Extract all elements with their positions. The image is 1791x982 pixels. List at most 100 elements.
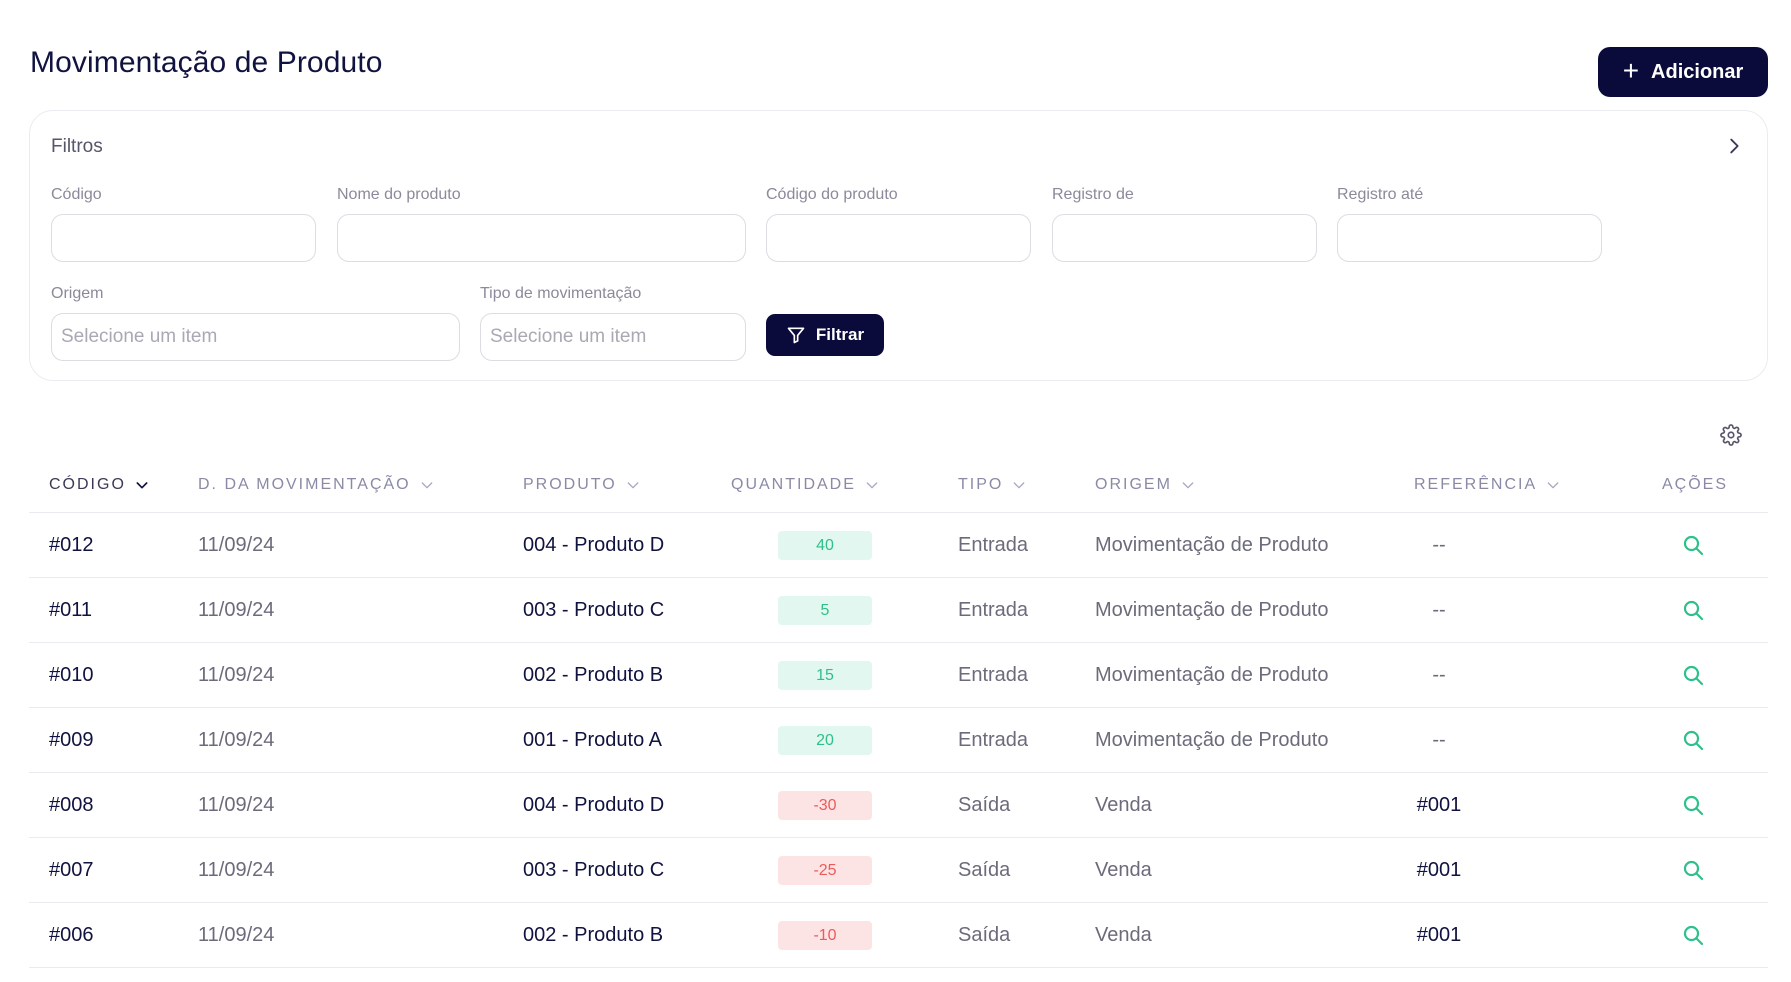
- funnel-icon: [787, 327, 805, 344]
- cell-data: 11/09/24: [198, 534, 275, 556]
- cell-codigo: #009: [49, 729, 94, 751]
- registro-de-input[interactable]: [1052, 214, 1317, 262]
- column-header-quantidade[interactable]: QUANTIDADE: [731, 476, 880, 494]
- table-row: #008 11/09/24 004 - Produto D -30 Saída …: [29, 773, 1768, 838]
- codigo-input[interactable]: [51, 214, 316, 262]
- column-header-referencia[interactable]: REFERÊNCIA: [1414, 476, 1561, 494]
- cell-tipo: Entrada: [958, 664, 1029, 686]
- cell-origem: Movimentação de Produto: [1095, 664, 1329, 686]
- search-icon[interactable]: [1681, 663, 1705, 687]
- column-header-data[interactable]: D. DA MOVIMENTAÇÃO: [198, 476, 435, 494]
- cell-tipo: Saída: [958, 859, 1011, 881]
- gear-icon[interactable]: [1720, 424, 1742, 446]
- search-icon[interactable]: [1681, 598, 1705, 622]
- cell-referencia: --: [1432, 599, 1446, 621]
- movements-table: CÓDIGO D. DA MOVIMENTAÇÃO PRODUTO QUANTI…: [29, 458, 1768, 968]
- codigo-produto-label: Código do produto: [766, 186, 898, 203]
- column-label: ORIGEM: [1095, 476, 1172, 493]
- table-row: #012 11/09/24 004 - Produto D 40 Entrada…: [29, 513, 1768, 578]
- nome-produto-label: Nome do produto: [337, 186, 461, 203]
- cell-referencia: --: [1432, 729, 1446, 751]
- cell-produto: 003 - Produto C: [523, 859, 665, 881]
- column-label: D. DA MOVIMENTAÇÃO: [198, 476, 411, 493]
- cell-codigo: #011: [49, 599, 93, 621]
- column-label: AÇÕES: [1662, 476, 1729, 493]
- nome-produto-input[interactable]: [337, 214, 746, 262]
- codigo-produto-input[interactable]: [766, 214, 1031, 262]
- cell-tipo: Saída: [958, 794, 1011, 816]
- chevron-right-icon[interactable]: [1723, 135, 1745, 157]
- cell-origem: Movimentação de Produto: [1095, 534, 1329, 556]
- column-header-produto[interactable]: PRODUTO: [523, 476, 641, 494]
- codigo-label: Código: [51, 186, 102, 203]
- column-header-origem[interactable]: ORIGEM: [1095, 476, 1196, 494]
- search-icon[interactable]: [1681, 728, 1705, 752]
- registro-ate-input[interactable]: [1337, 214, 1602, 262]
- filter-button-label: Filtrar: [815, 325, 865, 344]
- cell-referencia: #001: [1416, 794, 1462, 816]
- tipo-movimentacao-label: Tipo de movimentação: [480, 285, 642, 302]
- add-button[interactable]: + Adicionar: [1598, 47, 1768, 97]
- quantity-badge: -30: [778, 791, 872, 820]
- cell-tipo: Entrada: [958, 729, 1029, 751]
- quantity-badge: 40: [778, 531, 872, 560]
- registro-ate-label: Registro até: [1337, 186, 1424, 203]
- chevron-down-icon: [627, 482, 639, 489]
- cell-tipo: Saída: [958, 924, 1011, 946]
- chevron-down-icon: [1014, 482, 1025, 489]
- cell-produto: 002 - Produto B: [523, 664, 664, 686]
- cell-referencia: #001: [1416, 924, 1462, 946]
- table-row: #006 11/09/24 002 - Produto B -10 Saída …: [29, 903, 1768, 968]
- filters-title: Filtros: [51, 136, 103, 157]
- chevron-down-icon: [1547, 482, 1559, 489]
- cell-tipo: Entrada: [958, 534, 1029, 556]
- table-row: #009 11/09/24 001 - Produto A 20 Entrada…: [29, 708, 1768, 773]
- cell-produto: 003 - Produto C: [523, 599, 665, 621]
- tipo-movimentacao-select[interactable]: [480, 313, 746, 361]
- cell-produto: 004 - Produto D: [523, 534, 665, 556]
- cell-produto: 002 - Produto B: [523, 924, 664, 946]
- origem-select[interactable]: [51, 313, 460, 361]
- cell-origem: Venda: [1095, 859, 1152, 881]
- chevron-down-icon: [136, 482, 148, 489]
- cell-data: 11/09/24: [198, 859, 275, 881]
- cell-data: 11/09/24: [198, 729, 275, 751]
- cell-data: 11/09/24: [198, 664, 275, 686]
- plus-icon: +: [1622, 54, 1640, 86]
- column-label: REFERÊNCIA: [1414, 476, 1538, 493]
- cell-origem: Venda: [1095, 794, 1152, 816]
- page-title: Movimentação de Produto: [30, 46, 383, 79]
- quantity-badge: -25: [778, 856, 872, 885]
- table-row: #010 11/09/24 002 - Produto B 15 Entrada…: [29, 643, 1768, 708]
- cell-codigo: #006: [49, 924, 94, 946]
- cell-origem: Movimentação de Produto: [1095, 599, 1329, 621]
- quantity-badge: -10: [778, 921, 872, 950]
- cell-referencia: #001: [1416, 859, 1462, 881]
- cell-referencia: --: [1432, 664, 1446, 686]
- column-label: TIPO: [958, 476, 1004, 493]
- cell-codigo: #012: [49, 534, 94, 556]
- cell-codigo: #008: [49, 794, 94, 816]
- filters-panel: Filtros Código Nome do produto Código do…: [29, 110, 1768, 381]
- column-header-tipo[interactable]: TIPO: [958, 476, 1027, 494]
- cell-tipo: Entrada: [958, 599, 1029, 621]
- origem-label: Origem: [51, 285, 104, 302]
- search-icon[interactable]: [1681, 858, 1705, 882]
- add-button-label: Adicionar: [1651, 60, 1744, 83]
- cell-origem: Movimentação de Produto: [1095, 729, 1329, 751]
- table-row: #007 11/09/24 003 - Produto C -25 Saída …: [29, 838, 1768, 903]
- filter-button[interactable]: Filtrar: [766, 314, 884, 356]
- search-icon[interactable]: [1681, 793, 1705, 817]
- quantity-badge: 5: [778, 596, 872, 625]
- chevron-down-icon: [1182, 482, 1194, 489]
- chevron-down-icon: [421, 482, 432, 489]
- column-header-codigo[interactable]: CÓDIGO: [49, 476, 150, 494]
- search-icon[interactable]: [1681, 533, 1705, 557]
- cell-codigo: #007: [49, 859, 94, 881]
- cell-produto: 001 - Produto A: [523, 729, 662, 751]
- table-header: CÓDIGO D. DA MOVIMENTAÇÃO PRODUTO QUANTI…: [29, 458, 1768, 513]
- search-icon[interactable]: [1681, 923, 1705, 947]
- registro-de-label: Registro de: [1052, 186, 1134, 203]
- table-row: #011 11/09/24 003 - Produto C 5 Entrada …: [29, 578, 1768, 643]
